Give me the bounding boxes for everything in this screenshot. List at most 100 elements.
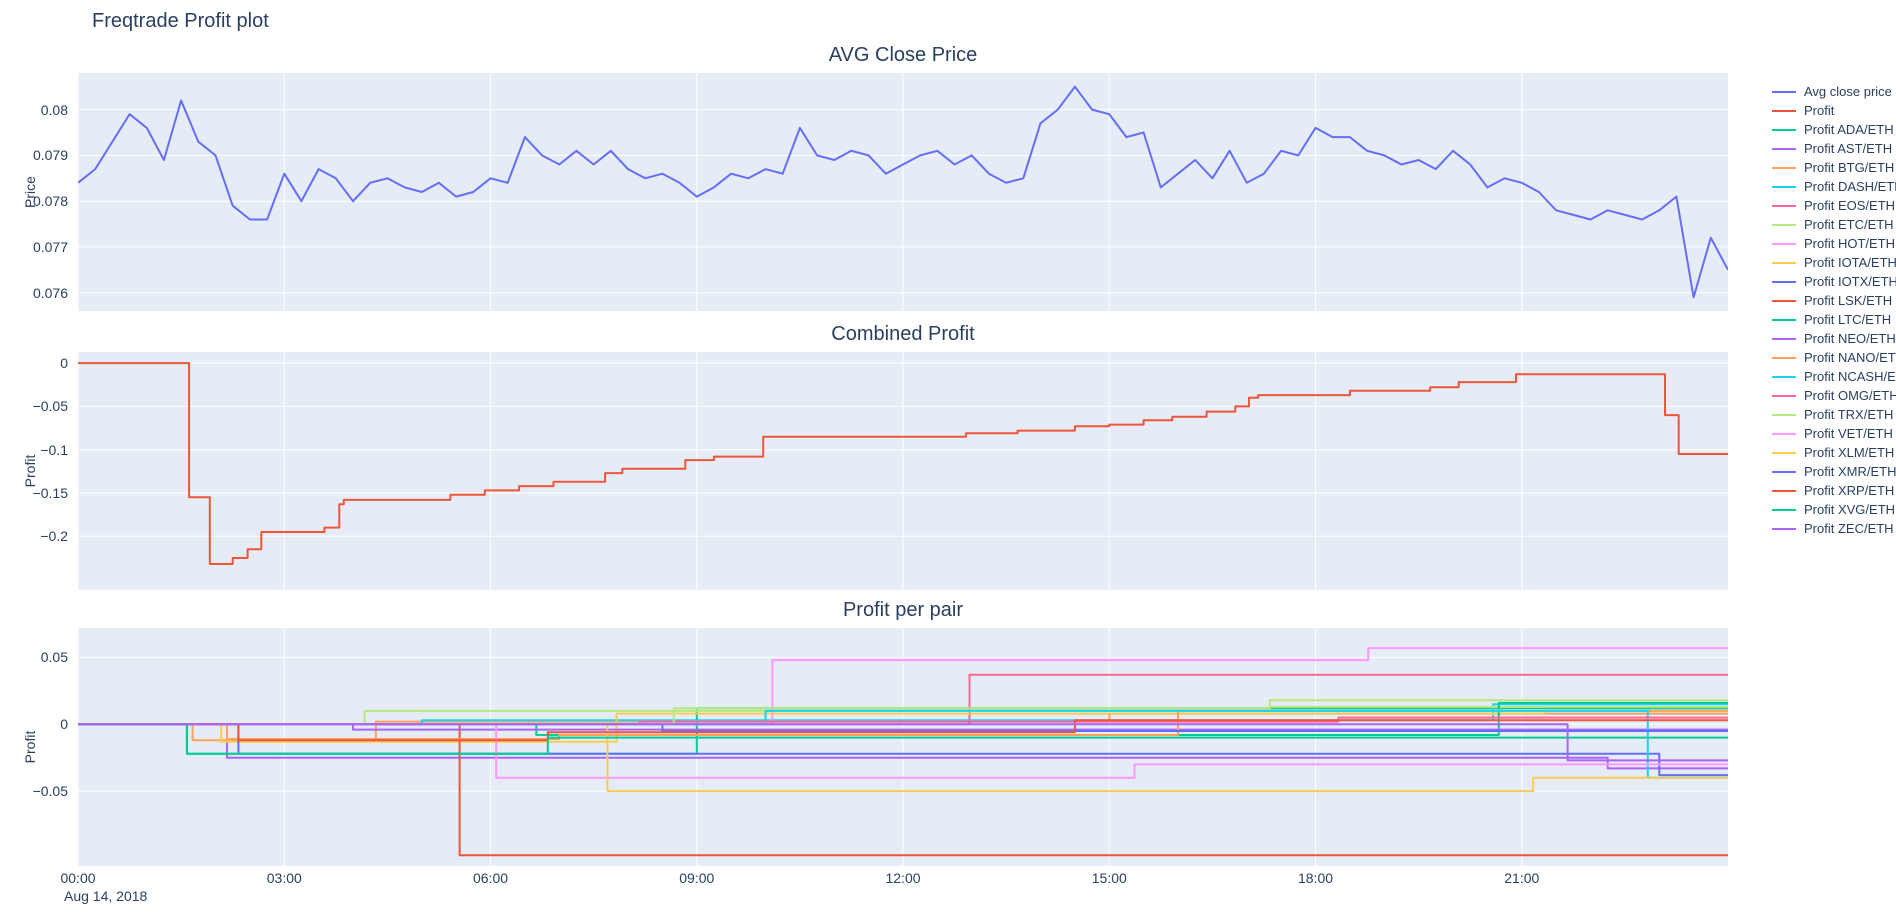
x-tick-label: 03:00	[266, 870, 302, 886]
plot-area-combined-profit[interactable]	[78, 352, 1728, 590]
subplot-title: AVG Close Price	[828, 44, 978, 66]
legend-swatch-line-icon	[1772, 337, 1796, 340]
legend-item-label: Profit LSK/ETH	[1804, 293, 1893, 308]
legend-swatch-line-icon	[1772, 147, 1796, 150]
legend-swatch-line-icon	[1772, 242, 1796, 245]
subplot-combined-profit: Combined Profit Profit 0 −0.05 −0.1 −0.15 −0…	[0, 323, 1760, 590]
y-axis-label: Profit	[22, 730, 38, 764]
legend-swatch-line-icon	[1772, 90, 1796, 93]
legend-item-profit[interactable]: Profit	[1772, 101, 1896, 120]
legend-swatch-line-icon	[1772, 185, 1796, 188]
legend-swatch-line-icon	[1772, 451, 1796, 454]
legend-item-profit-neo-eth[interactable]: Profit NEO/ETH	[1772, 329, 1896, 348]
legend-item-profit-lsk-eth[interactable]: Profit LSK/ETH	[1772, 291, 1896, 310]
legend-item-label: Profit NEO/ETH	[1804, 331, 1896, 346]
legend-item-label: Profit AST/ETH	[1804, 141, 1893, 156]
subplot-profit-per-pair: Profit per pair Profit 0.05 0 −0.05	[0, 599, 1760, 866]
y-tick-label: 0	[60, 355, 68, 372]
legend-item-profit-ast-eth[interactable]: Profit AST/ETH	[1772, 139, 1896, 158]
legend-swatch-line-icon	[1772, 204, 1796, 207]
legend-swatch-line-icon	[1772, 261, 1796, 264]
subplot-title: Profit per pair	[842, 599, 964, 621]
legend-item-label: Avg close price	[1804, 84, 1892, 99]
legend-swatch-line-icon	[1772, 508, 1796, 511]
legend-item-label: Profit NCASH/ETH	[1804, 369, 1896, 384]
legend-swatch-line-icon	[1772, 128, 1796, 131]
x-tick-label: 00:00	[60, 870, 96, 886]
y-tick-label: −0.05	[32, 398, 68, 415]
x-tick-label: 06:00	[472, 870, 509, 886]
series-avg-close-price	[78, 85, 1728, 299]
legend-item-profit-xvg-eth[interactable]: Profit XVG/ETH	[1772, 500, 1896, 519]
legend-swatch-line-icon	[1772, 375, 1796, 378]
series-profit-btg-eth	[78, 712, 1728, 742]
legend-item-label: Profit NANO/ETH	[1804, 350, 1896, 365]
x-tick-label: 09:00	[679, 870, 715, 886]
legend-item-label: Profit ADA/ETH	[1804, 122, 1894, 137]
y-axis-label: Profit	[22, 454, 38, 488]
legend-item-profit-xlm-eth[interactable]: Profit XLM/ETH	[1772, 443, 1896, 462]
legend-item-profit-ltc-eth[interactable]: Profit LTC/ETH	[1772, 310, 1896, 329]
legend-item-profit-eos-eth[interactable]: Profit EOS/ETH	[1772, 196, 1896, 215]
legend-item-label: Profit TRX/ETH	[1804, 407, 1894, 422]
y-tick-label: −0.2	[40, 528, 68, 545]
legend-swatch-line-icon	[1772, 394, 1796, 397]
legend-item-label: Profit BTG/ETH	[1804, 160, 1895, 175]
subplot-avg-close-price: AVG Close Price Price 0.08 0.079 0.078 0.07…	[0, 44, 1760, 311]
legend-item-profit-ada-eth[interactable]: Profit ADA/ETH	[1772, 120, 1896, 139]
legend-item-label: Profit LTC/ETH	[1804, 312, 1892, 327]
legend-item-label: Profit HOT/ETH	[1804, 236, 1896, 251]
legend-swatch-line-icon	[1772, 470, 1796, 473]
y-tick-label: 0.077	[32, 238, 68, 255]
legend-item-profit-ncash-eth[interactable]: Profit NCASH/ETH	[1772, 367, 1896, 386]
plot-area-profit-per-pair[interactable]	[78, 628, 1728, 866]
series-profit-zec-eth	[78, 723, 1728, 762]
series-profit	[78, 362, 1728, 565]
legend-item-profit-iota-eth[interactable]: Profit IOTA/ETH	[1772, 253, 1896, 272]
series-profit-xrp-eth	[78, 719, 1728, 742]
legend-item-profit-iotx-eth[interactable]: Profit IOTX/ETH	[1772, 272, 1896, 291]
legend-item-label: Profit IOTX/ETH	[1804, 274, 1896, 289]
legend-item-label: Profit EOS/ETH	[1804, 198, 1896, 213]
legend-item-profit-dash-eth[interactable]: Profit DASH/ETH	[1772, 177, 1896, 196]
legend-item-profit-hot-eth[interactable]: Profit HOT/ETH	[1772, 234, 1896, 253]
legend-item-profit-etc-eth[interactable]: Profit ETC/ETH	[1772, 215, 1896, 234]
legend-item-label: Profit XMR/ETH	[1804, 464, 1896, 479]
y-tick-label: −0.1	[40, 441, 68, 458]
legend-swatch-line-icon	[1772, 413, 1796, 416]
y-tick-label: 0.05	[40, 649, 68, 666]
legend-item-profit-btg-eth[interactable]: Profit BTG/ETH	[1772, 158, 1896, 177]
legend-swatch-line-icon	[1772, 166, 1796, 169]
legend-swatch-line-icon	[1772, 432, 1796, 435]
legend-item-label: Profit DASH/ETH	[1804, 179, 1896, 194]
legend-item-label: Profit XVG/ETH	[1804, 502, 1896, 517]
legend-swatch-line-icon	[1772, 223, 1796, 226]
legend-item-profit-nano-eth[interactable]: Profit NANO/ETH	[1772, 348, 1896, 367]
legend-item-avg-close-price[interactable]: Avg close price	[1772, 82, 1896, 101]
legend-item-profit-zec-eth[interactable]: Profit ZEC/ETH	[1772, 519, 1896, 538]
legend-swatch-line-icon	[1772, 356, 1796, 359]
legend-item-label: Profit IOTA/ETH	[1804, 255, 1896, 270]
legend-item-label: Profit XRP/ETH	[1804, 483, 1895, 498]
plot-area-avg-close-price[interactable]	[78, 73, 1728, 311]
legend-item-profit-xmr-eth[interactable]: Profit XMR/ETH	[1772, 462, 1896, 481]
x-tick-label: 21:00	[1504, 870, 1540, 886]
legend-item-profit-vet-eth[interactable]: Profit VET/ETH	[1772, 424, 1896, 443]
legend-item-profit-trx-eth[interactable]: Profit TRX/ETH	[1772, 405, 1896, 424]
y-tick-label: 0.08	[40, 101, 68, 118]
legend-item-label: Profit VET/ETH	[1804, 426, 1893, 441]
legend-item-profit-omg-eth[interactable]: Profit OMG/ETH	[1772, 386, 1896, 405]
x-tick-label: 12:00	[885, 870, 921, 886]
legend-item-profit-xrp-eth[interactable]: Profit XRP/ETH	[1772, 481, 1896, 500]
y-tick-label: −0.15	[32, 485, 68, 501]
legend-item-label: Profit ETC/ETH	[1804, 217, 1894, 232]
legend-swatch-line-icon	[1772, 280, 1796, 283]
y-tick-label: 0	[60, 716, 68, 733]
y-tick-label: 0.079	[32, 147, 68, 164]
legend: Avg close price Profit Profit ADA/ETH Profi…	[1772, 82, 1896, 538]
x-tick-label: 15:00	[1091, 870, 1127, 886]
legend-swatch-line-icon	[1772, 299, 1796, 302]
legend-swatch-line-icon	[1772, 318, 1796, 321]
legend-item-label: Profit OMG/ETH	[1804, 388, 1896, 403]
x-tick-label: 18:00	[1297, 870, 1334, 886]
